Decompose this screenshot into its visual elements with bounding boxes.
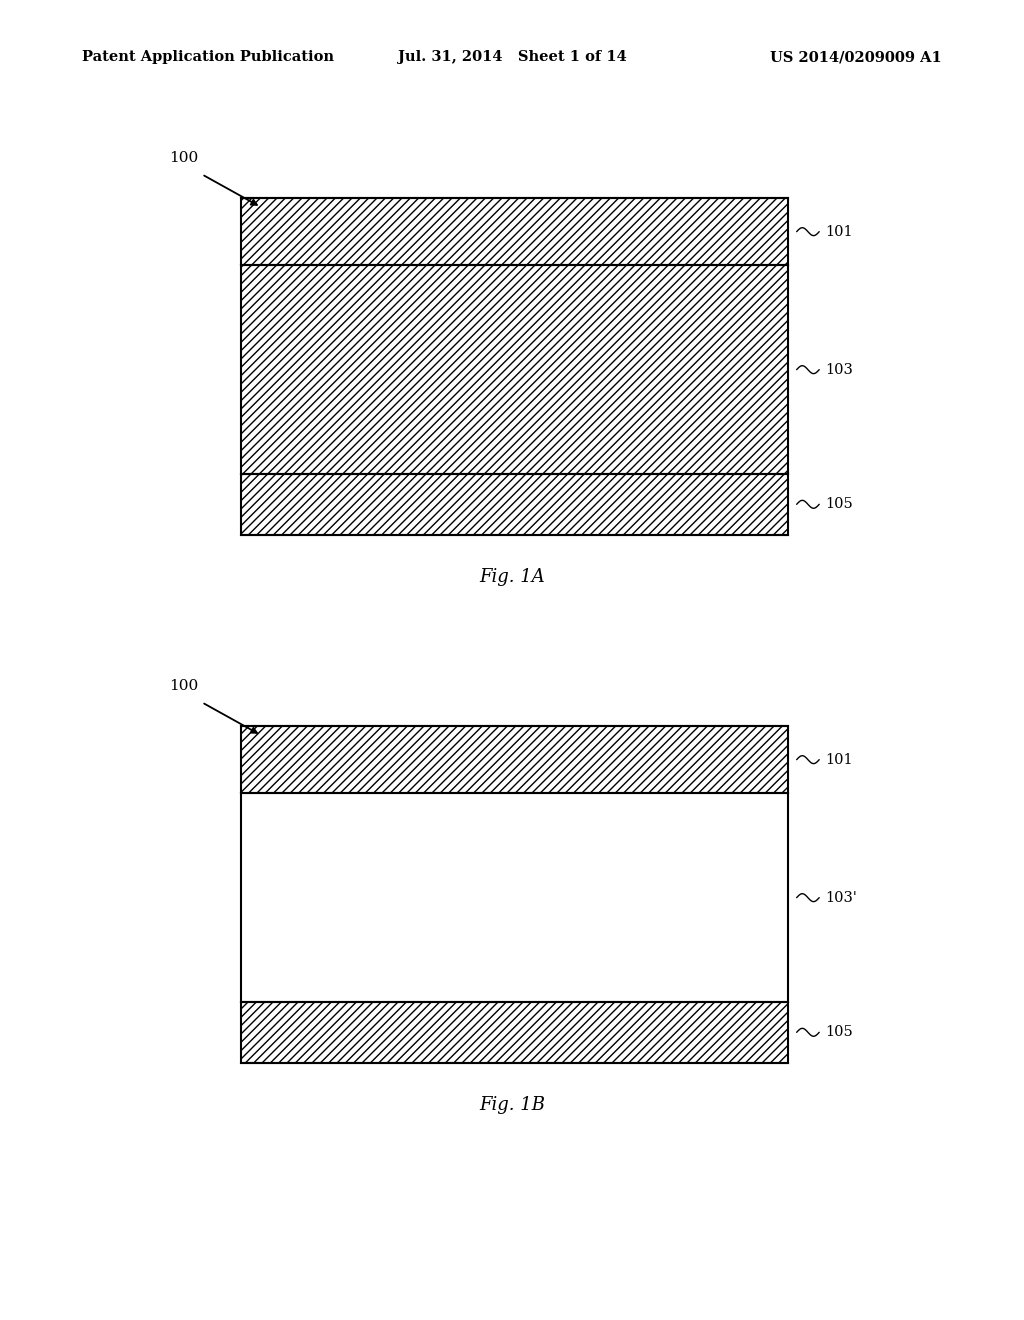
Bar bbox=[241, 726, 788, 1063]
Bar bbox=[241, 793, 788, 1002]
Text: Patent Application Publication: Patent Application Publication bbox=[82, 50, 334, 65]
Text: 105: 105 bbox=[825, 1026, 853, 1039]
Text: Fig. 1B: Fig. 1B bbox=[479, 1096, 545, 1114]
Bar bbox=[241, 198, 788, 535]
Text: US 2014/0209009 A1: US 2014/0209009 A1 bbox=[770, 50, 942, 65]
Bar bbox=[241, 474, 788, 535]
Text: 101: 101 bbox=[825, 224, 853, 239]
Text: 103': 103' bbox=[825, 891, 857, 904]
Bar bbox=[241, 1002, 788, 1063]
Bar bbox=[241, 198, 788, 535]
Bar bbox=[241, 726, 788, 793]
Text: 100: 100 bbox=[169, 150, 199, 165]
Bar bbox=[241, 198, 788, 265]
Bar bbox=[241, 265, 788, 474]
Text: 101: 101 bbox=[825, 752, 853, 767]
Text: Fig. 1A: Fig. 1A bbox=[479, 568, 545, 586]
Text: Jul. 31, 2014   Sheet 1 of 14: Jul. 31, 2014 Sheet 1 of 14 bbox=[397, 50, 627, 65]
Text: 105: 105 bbox=[825, 498, 853, 511]
Text: 100: 100 bbox=[169, 678, 199, 693]
Text: 103: 103 bbox=[825, 363, 853, 376]
Bar bbox=[241, 726, 788, 1063]
